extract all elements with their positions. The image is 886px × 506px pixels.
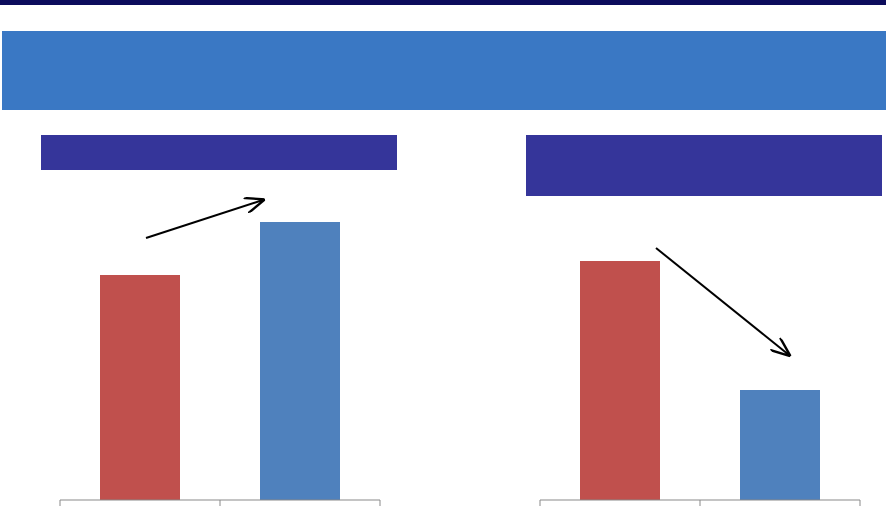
bar [580, 261, 660, 500]
trend-arrow [145, 200, 263, 239]
bar [740, 390, 820, 500]
bar [260, 222, 340, 500]
trend-arrow [655, 247, 789, 355]
right-panel-header [526, 135, 882, 196]
top-rule [0, 0, 886, 5]
bar [100, 275, 180, 500]
charts [59, 222, 861, 506]
left-panel-header [41, 135, 397, 170]
header-banner [2, 31, 886, 110]
